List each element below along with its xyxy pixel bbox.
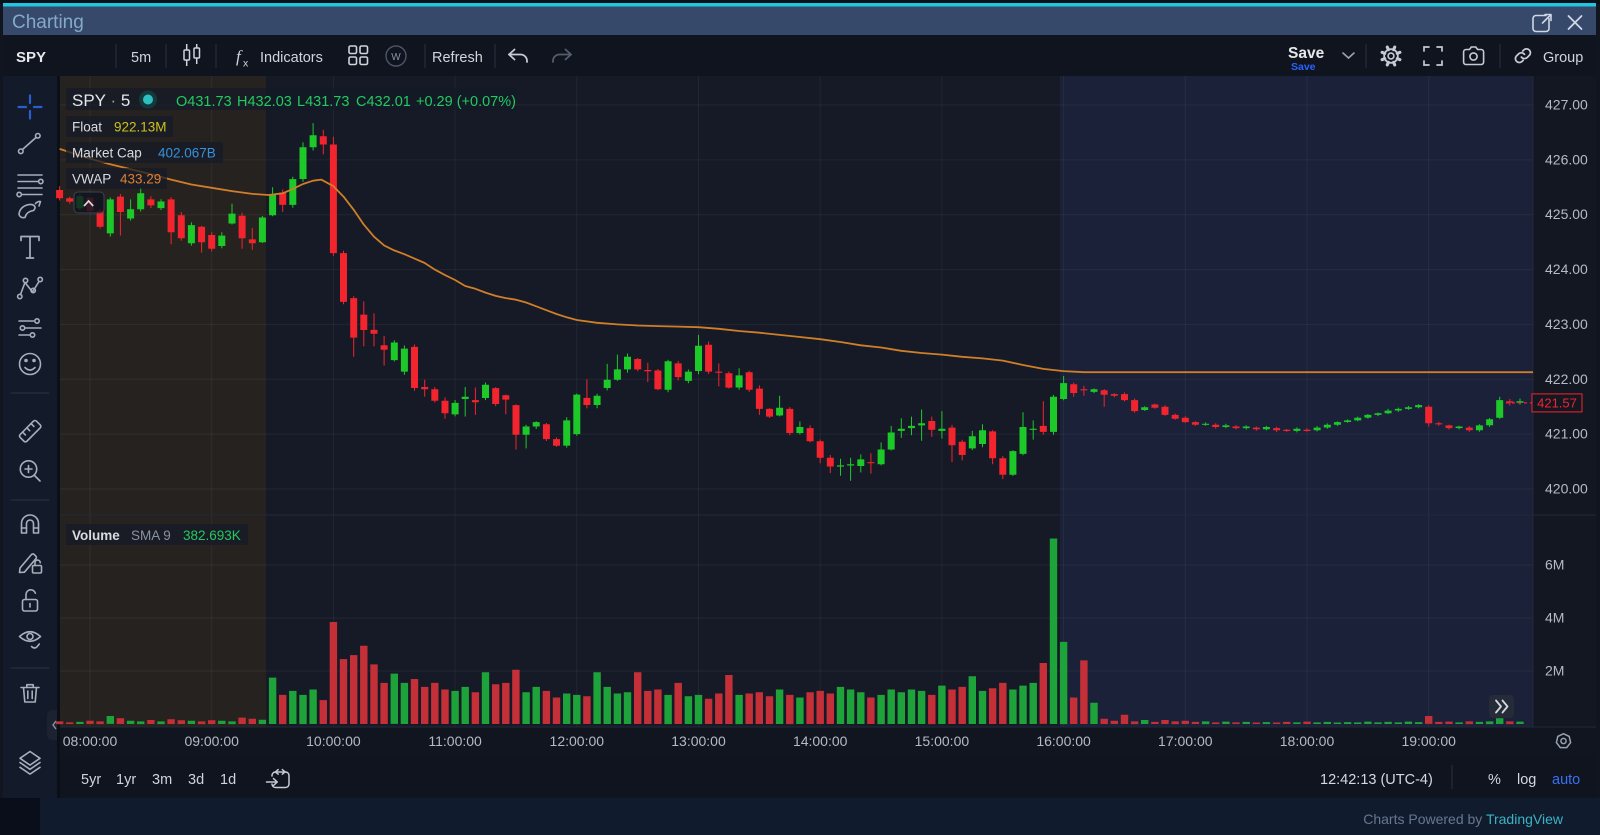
svg-text:1d: 1d bbox=[220, 772, 236, 788]
svg-text:1yr: 1yr bbox=[116, 772, 136, 788]
svg-text:18:00:00: 18:00:00 bbox=[1280, 733, 1335, 749]
svg-text:Volume: Volume bbox=[72, 528, 120, 543]
svg-text:420.00: 420.00 bbox=[1545, 481, 1588, 497]
svg-text:Charting: Charting bbox=[12, 12, 84, 33]
svg-text:14:00:00: 14:00:00 bbox=[793, 733, 848, 749]
svg-text:382.693K: 382.693K bbox=[183, 528, 241, 543]
svg-text:421.57: 421.57 bbox=[1537, 395, 1577, 410]
svg-text:SMA 9: SMA 9 bbox=[131, 528, 171, 543]
svg-text:12:00:00: 12:00:00 bbox=[550, 733, 605, 749]
svg-text:Save: Save bbox=[1288, 45, 1325, 62]
svg-text:17:00:00: 17:00:00 bbox=[1158, 733, 1213, 749]
svg-text:433.29: 433.29 bbox=[120, 172, 161, 187]
svg-text:Refresh: Refresh bbox=[432, 50, 483, 66]
svg-text:x: x bbox=[243, 58, 249, 70]
svg-text:Group: Group bbox=[1543, 50, 1583, 66]
svg-text:421.00: 421.00 bbox=[1545, 426, 1588, 442]
svg-text:922.13M: 922.13M bbox=[114, 120, 167, 135]
svg-text:423.00: 423.00 bbox=[1545, 316, 1588, 332]
svg-text:19:00:00: 19:00:00 bbox=[1401, 733, 1456, 749]
svg-text:427.00: 427.00 bbox=[1545, 97, 1588, 113]
svg-text:16:00:00: 16:00:00 bbox=[1036, 733, 1091, 749]
svg-text:L431.73: L431.73 bbox=[297, 94, 349, 110]
svg-text:+0.29 (+0.07%): +0.29 (+0.07%) bbox=[416, 94, 516, 110]
svg-text:5m: 5m bbox=[131, 50, 151, 66]
svg-text:SPY: SPY bbox=[16, 49, 46, 66]
svg-text:%: % bbox=[1488, 772, 1501, 788]
svg-text:13:00:00: 13:00:00 bbox=[671, 733, 726, 749]
svg-text:5yr: 5yr bbox=[81, 772, 101, 788]
svg-text:15:00:00: 15:00:00 bbox=[915, 733, 970, 749]
svg-text:6M: 6M bbox=[1545, 557, 1564, 573]
svg-text:O431.73: O431.73 bbox=[176, 94, 232, 110]
svg-text:auto: auto bbox=[1552, 772, 1580, 788]
svg-text:402.067B: 402.067B bbox=[158, 146, 216, 161]
svg-text:H432.03: H432.03 bbox=[237, 94, 292, 110]
svg-text:Market Cap: Market Cap bbox=[72, 146, 142, 161]
svg-text:08:00:00: 08:00:00 bbox=[63, 733, 118, 749]
svg-text:12:42:13 (UTC-4): 12:42:13 (UTC-4) bbox=[1320, 772, 1433, 788]
svg-text:4M: 4M bbox=[1545, 610, 1564, 626]
svg-text:Indicators: Indicators bbox=[260, 50, 323, 66]
svg-text:f: f bbox=[236, 47, 243, 66]
svg-text:2M: 2M bbox=[1545, 663, 1564, 679]
svg-text:W: W bbox=[391, 52, 401, 63]
svg-text:3d: 3d bbox=[188, 772, 204, 788]
svg-text:Float: Float bbox=[72, 120, 102, 135]
svg-text:10:00:00: 10:00:00 bbox=[306, 733, 361, 749]
svg-text:SPY · 5: SPY · 5 bbox=[72, 91, 130, 110]
svg-text:11:00:00: 11:00:00 bbox=[428, 733, 482, 749]
svg-text:3m: 3m bbox=[152, 772, 172, 788]
svg-text:424.00: 424.00 bbox=[1545, 261, 1588, 277]
svg-text:422.00: 422.00 bbox=[1545, 371, 1588, 387]
svg-text:log: log bbox=[1517, 772, 1536, 788]
svg-text:Save: Save bbox=[1291, 61, 1316, 73]
svg-text:426.00: 426.00 bbox=[1545, 151, 1588, 167]
svg-text:09:00:00: 09:00:00 bbox=[184, 733, 239, 749]
svg-text:VWAP: VWAP bbox=[72, 172, 111, 187]
svg-text:C432.01: C432.01 bbox=[356, 94, 411, 110]
svg-text:Charts Powered by TradingView: Charts Powered by TradingView bbox=[1363, 811, 1564, 827]
svg-text:425.00: 425.00 bbox=[1545, 206, 1588, 222]
